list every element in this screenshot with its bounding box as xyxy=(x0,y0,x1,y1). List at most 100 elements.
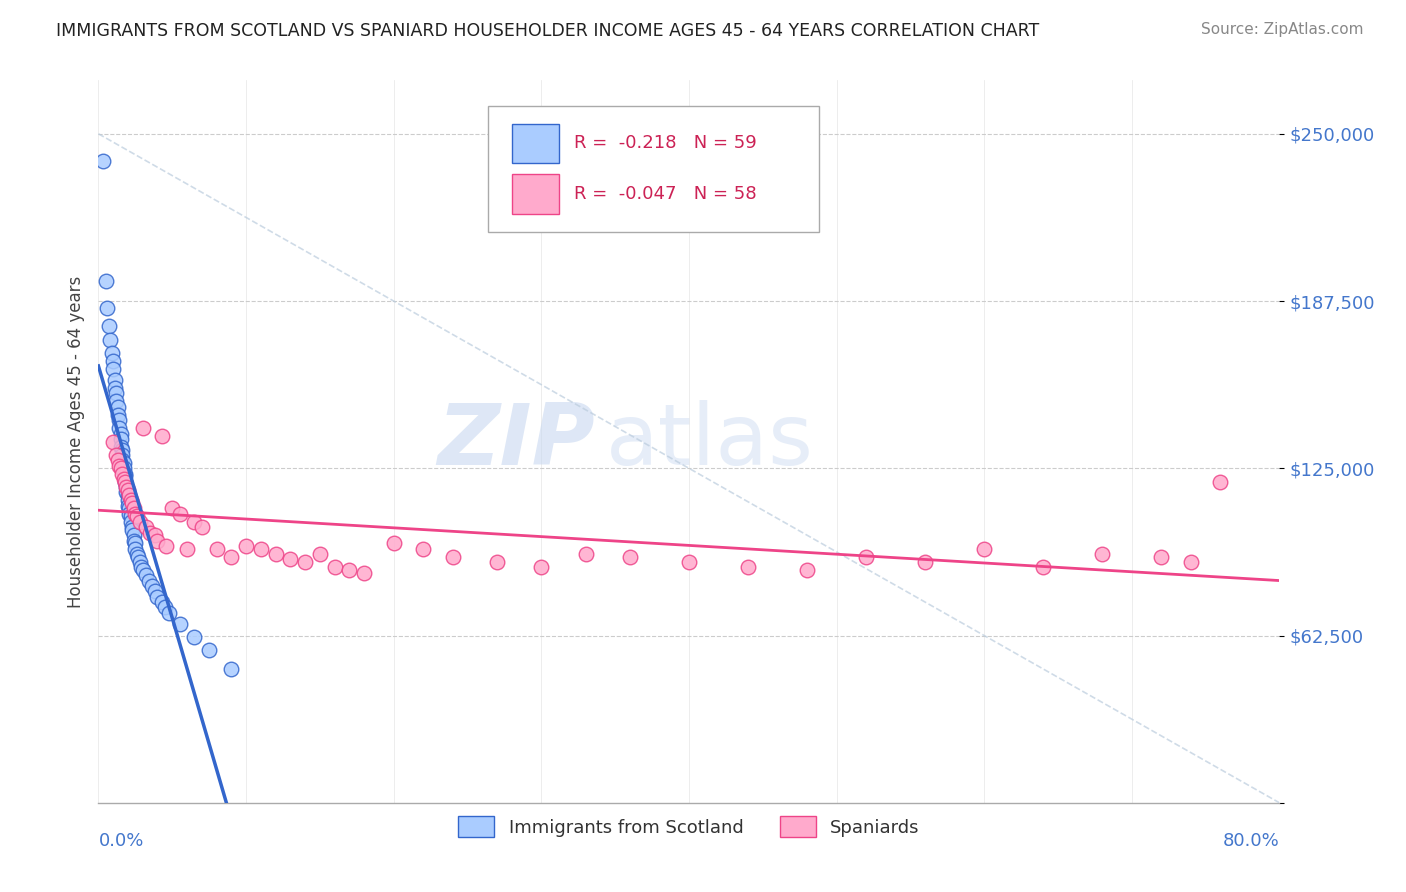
Point xyxy=(104,381,127,395)
Point xyxy=(111,442,134,457)
Point xyxy=(153,600,176,615)
Point xyxy=(323,560,346,574)
Point xyxy=(107,408,129,422)
Point xyxy=(176,541,198,556)
Point xyxy=(107,400,129,414)
Point xyxy=(124,541,146,556)
Point xyxy=(412,541,434,556)
Point xyxy=(737,560,759,574)
Point xyxy=(122,501,145,516)
Point xyxy=(138,574,160,588)
Point xyxy=(796,563,818,577)
Point xyxy=(110,426,132,441)
Point xyxy=(111,467,134,481)
Point xyxy=(114,475,136,489)
Point xyxy=(118,488,141,502)
Point xyxy=(486,555,509,569)
Point xyxy=(122,533,145,548)
FancyBboxPatch shape xyxy=(512,124,560,163)
Point xyxy=(264,547,287,561)
Point xyxy=(198,643,221,657)
Point xyxy=(157,606,180,620)
Point xyxy=(121,496,143,510)
Point xyxy=(115,480,138,494)
Point xyxy=(146,533,169,548)
Point xyxy=(309,547,332,561)
Point xyxy=(110,440,132,454)
Text: Source: ZipAtlas.com: Source: ZipAtlas.com xyxy=(1201,22,1364,37)
Point xyxy=(128,515,150,529)
Point xyxy=(124,536,146,550)
Point xyxy=(530,560,553,574)
Point xyxy=(139,525,162,540)
Point xyxy=(339,563,361,577)
Point xyxy=(150,429,173,443)
Point xyxy=(141,579,163,593)
Point xyxy=(1209,475,1232,489)
Point xyxy=(129,560,152,574)
Point xyxy=(205,541,228,556)
Point xyxy=(117,499,139,513)
Point xyxy=(183,515,205,529)
Point xyxy=(1091,547,1114,561)
Point xyxy=(132,421,155,435)
Legend: Immigrants from Scotland, Spaniards: Immigrants from Scotland, Spaniards xyxy=(451,809,927,845)
Point xyxy=(973,541,995,556)
Point xyxy=(108,458,131,473)
Point xyxy=(120,509,142,524)
Point xyxy=(221,549,243,564)
Text: ZIP: ZIP xyxy=(437,400,595,483)
Point xyxy=(169,616,191,631)
Point xyxy=(135,568,157,582)
Point xyxy=(150,595,173,609)
Point xyxy=(280,552,302,566)
Point xyxy=(250,541,273,556)
Point xyxy=(103,354,125,368)
Point xyxy=(162,501,183,516)
Point xyxy=(97,319,120,334)
Point xyxy=(146,590,169,604)
Point xyxy=(353,566,375,580)
FancyBboxPatch shape xyxy=(512,174,560,214)
Point xyxy=(235,539,257,553)
Point xyxy=(122,528,145,542)
Point xyxy=(117,488,139,502)
Point xyxy=(125,547,148,561)
Text: 80.0%: 80.0% xyxy=(1223,831,1279,850)
Point xyxy=(128,555,150,569)
Point xyxy=(118,507,141,521)
Point xyxy=(105,394,128,409)
Point xyxy=(114,467,136,481)
Point xyxy=(121,520,143,534)
Point xyxy=(575,547,598,561)
Text: atlas: atlas xyxy=(606,400,814,483)
Point xyxy=(103,434,125,449)
Point xyxy=(143,528,166,542)
Point xyxy=(441,549,464,564)
Point xyxy=(124,507,146,521)
Point xyxy=(125,509,148,524)
Point xyxy=(108,413,131,427)
Text: 0.0%: 0.0% xyxy=(98,831,143,850)
Point xyxy=(115,480,138,494)
Point xyxy=(121,523,143,537)
Point xyxy=(111,448,134,462)
Point xyxy=(855,549,877,564)
Point xyxy=(115,485,138,500)
Point xyxy=(110,432,132,446)
Text: R =  -0.047   N = 58: R = -0.047 N = 58 xyxy=(575,185,756,202)
Point xyxy=(103,362,125,376)
Point xyxy=(619,549,641,564)
Point xyxy=(143,584,166,599)
Point xyxy=(112,456,135,470)
Point xyxy=(678,555,700,569)
Point xyxy=(96,301,118,315)
Point xyxy=(94,274,117,288)
Point xyxy=(183,630,205,644)
Point xyxy=(914,555,936,569)
Point xyxy=(108,421,131,435)
Point xyxy=(135,520,157,534)
Point xyxy=(100,346,122,360)
Point xyxy=(1180,555,1202,569)
Point xyxy=(91,153,114,168)
